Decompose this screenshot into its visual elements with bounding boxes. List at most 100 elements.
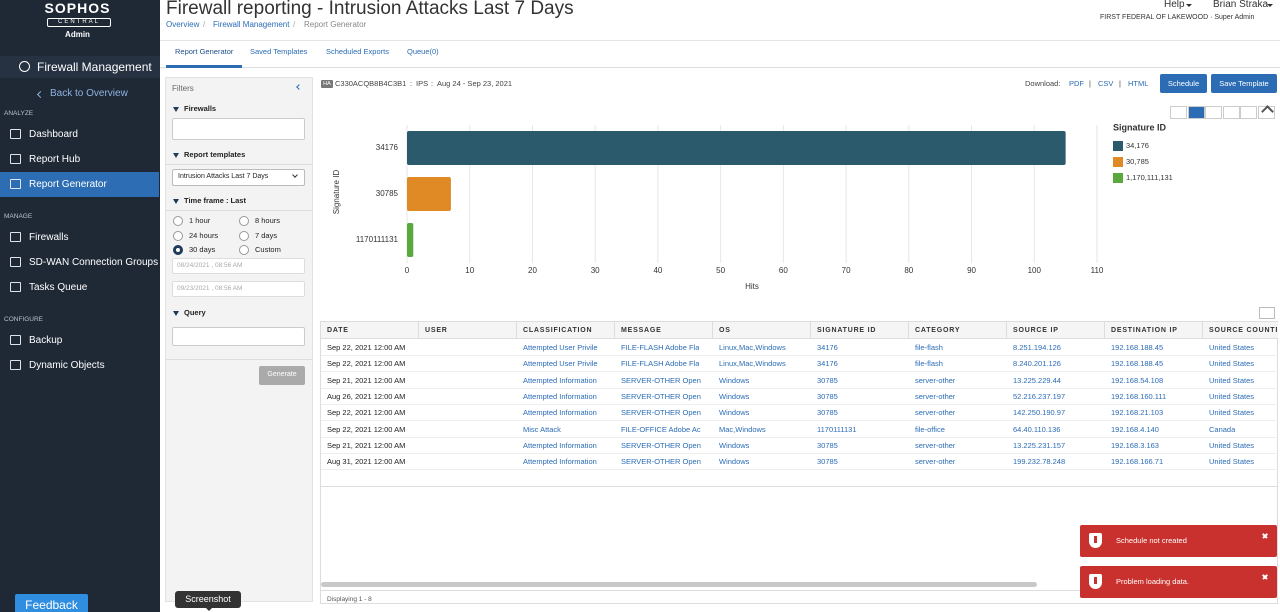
toast[interactable] — [1080, 525, 1277, 557]
product-name[interactable]: Firewall Management — [37, 60, 152, 74]
feedback-label[interactable]: Feedback — [25, 598, 78, 612]
table-cell[interactable]: 142.250.190.97 — [1013, 408, 1066, 418]
table-cell[interactable]: United States — [1209, 408, 1255, 418]
nav-item[interactable]: Dynamic Objects — [29, 360, 105, 371]
column-header[interactable]: DESTINATION IP — [1111, 327, 1178, 334]
nav-item[interactable]: Tasks Queue — [29, 282, 88, 293]
table-cell[interactable]: file-flash — [915, 343, 943, 352]
column-header[interactable]: DATE — [327, 327, 349, 334]
table-cell[interactable]: 30785 — [817, 375, 838, 385]
chart-type-button[interactable] — [1205, 106, 1222, 119]
radio-button[interactable] — [239, 245, 249, 255]
chart-type-button[interactable] — [1257, 106, 1275, 119]
table-cell[interactable]: United States — [1209, 359, 1255, 369]
radio-button[interactable] — [239, 230, 249, 241]
nav-item[interactable]: Backup — [29, 335, 63, 346]
breadcrumb[interactable]: Overview — [166, 20, 200, 29]
table-cell[interactable]: SERVER-OTHER Open — [621, 391, 701, 401]
table-cell[interactable]: Mac,Windows — [719, 424, 766, 434]
table-cell[interactable]: Attempted Information — [523, 375, 597, 385]
table-cell[interactable]: Attempted Information — [523, 440, 597, 450]
generate-label[interactable]: Generate — [267, 371, 297, 378]
download-link[interactable]: PDF — [1069, 79, 1084, 88]
chart-type-button[interactable] — [1187, 106, 1205, 119]
table-cell[interactable]: 64.40.110.136 — [1013, 424, 1061, 434]
table-cell[interactable]: server-other — [915, 391, 956, 401]
breadcrumb[interactable]: Firewall Management — [213, 20, 290, 29]
table-cell[interactable]: Linux,Mac,Windows — [719, 359, 786, 369]
table-cell[interactable]: Attempted Information — [523, 391, 597, 401]
radio-button[interactable] — [173, 216, 183, 226]
nav-item[interactable]: Firewalls — [29, 232, 69, 243]
template-value[interactable]: Intrusion Attacks Last 7 Days — [178, 173, 269, 180]
report-button-label[interactable]: Schedule — [1167, 79, 1200, 88]
table-cell[interactable]: Misc Attack — [523, 424, 561, 434]
table-cell[interactable]: FILE-OFFICE Adobe Ac — [621, 424, 701, 434]
table-cell[interactable]: Windows — [719, 391, 750, 401]
generate-button[interactable] — [259, 366, 305, 385]
table-cell[interactable]: Windows — [719, 440, 750, 450]
chart-type-button[interactable] — [1240, 106, 1257, 119]
firewalls-input[interactable] — [172, 118, 305, 140]
template-select[interactable] — [172, 169, 305, 186]
column-header[interactable]: OS — [719, 327, 731, 334]
table-cell[interactable]: file-office — [915, 424, 945, 434]
radio-label[interactable]: 24 hours — [189, 230, 219, 240]
column-header[interactable]: MESSAGE — [621, 327, 662, 334]
column-header[interactable]: CATEGORY — [915, 327, 961, 334]
report-button-label[interactable]: Save Template — [1219, 79, 1269, 88]
feedback-button[interactable] — [15, 594, 88, 612]
table-cell[interactable]: Canada — [1209, 424, 1236, 434]
table-cell[interactable]: 192.168.188.45 — [1111, 359, 1164, 369]
tab[interactable]: Report Generator — [175, 47, 234, 56]
nav-item[interactable]: Report Generator — [29, 179, 107, 190]
table-cell[interactable]: Attempted Information — [523, 408, 597, 418]
radio-label[interactable]: 30 days — [189, 245, 216, 254]
table-cell[interactable]: 192.168.188.45 — [1111, 343, 1164, 352]
table-cell[interactable]: 34176 — [817, 343, 838, 352]
column-header[interactable]: CLASSIFICATION — [523, 327, 593, 334]
radio-button[interactable] — [173, 230, 183, 241]
table-cell[interactable]: 30785 — [817, 457, 838, 467]
table-cell[interactable]: 192.168.21.103 — [1111, 408, 1164, 418]
column-header[interactable]: SOURCE IP — [1013, 327, 1059, 334]
table-cell[interactable]: 8.251.194.126 — [1013, 343, 1061, 352]
table-cell[interactable]: SERVER-OTHER Open — [621, 457, 701, 467]
table-cell[interactable]: server-other — [915, 408, 956, 418]
table-cell[interactable]: United States — [1209, 440, 1255, 450]
table-cell[interactable]: 30785 — [817, 408, 838, 418]
table-cell[interactable]: Linux,Mac,Windows — [719, 343, 786, 352]
table-cell[interactable]: FILE-FLASH Adobe Fla — [621, 359, 700, 369]
table-cell[interactable]: server-other — [915, 375, 956, 385]
table-cell[interactable]: SERVER-OTHER Open — [621, 375, 701, 385]
table-cell[interactable]: Attempted Information — [523, 457, 597, 467]
report-button[interactable] — [1211, 74, 1277, 93]
table-cell[interactable]: Attempted User Privile — [523, 359, 598, 369]
chart-type-button[interactable] — [1170, 106, 1187, 119]
column-header[interactable]: SOURCE COUNTR — [1209, 327, 1277, 334]
table-cell[interactable]: 1170111131 — [817, 424, 857, 434]
tab[interactable]: Scheduled Exports — [326, 47, 389, 56]
table-cell[interactable]: United States — [1209, 343, 1255, 352]
table-cell[interactable]: United States — [1209, 391, 1255, 401]
report-button[interactable] — [1160, 74, 1207, 93]
tab[interactable]: Saved Templates — [250, 47, 308, 56]
table-cell[interactable]: SERVER-OTHER Open — [621, 408, 701, 418]
radio-button[interactable] — [239, 216, 249, 226]
table-cell[interactable]: United States — [1209, 457, 1255, 467]
query-input[interactable] — [172, 327, 305, 346]
tab[interactable]: Queue(0) — [407, 47, 439, 56]
table-cell[interactable]: FILE-FLASH Adobe Fla — [621, 343, 700, 352]
table-cell[interactable]: 30785 — [817, 440, 838, 450]
table-cell[interactable]: 192.168.54.108 — [1111, 375, 1164, 385]
chart-type-button[interactable] — [1222, 106, 1240, 119]
radio-label[interactable]: 1 hour — [189, 216, 211, 225]
table-cell[interactable]: 199.232.78.248 — [1013, 457, 1066, 467]
table-cell[interactable]: 34176 — [817, 359, 838, 369]
table-cell[interactable]: SERVER-OTHER Open — [621, 440, 701, 450]
table-cell[interactable]: 13.225.229.44 — [1013, 375, 1061, 385]
nav-item[interactable]: Dashboard — [29, 129, 78, 140]
table-cell[interactable]: 30785 — [817, 391, 838, 401]
table-cell[interactable]: server-other — [915, 440, 956, 450]
date-input[interactable] — [172, 281, 305, 297]
